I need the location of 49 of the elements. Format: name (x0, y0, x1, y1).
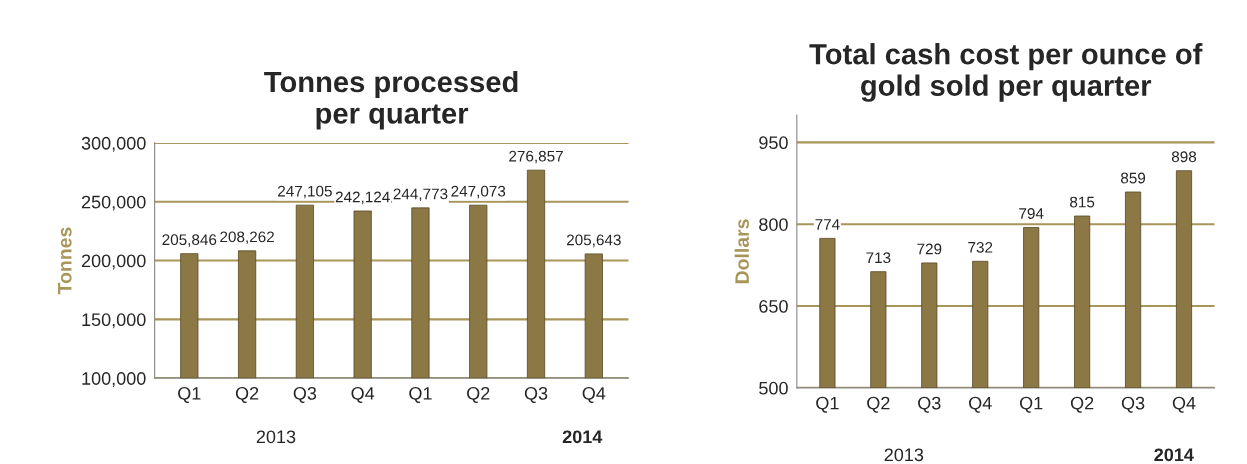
x-tick-label: Q3 (524, 386, 548, 403)
x-tick-label: Q1 (178, 386, 201, 403)
x-tick-label: Q4 (582, 386, 606, 403)
data-label: 244,773 (393, 188, 448, 202)
y-tick-label: 500 (759, 381, 788, 395)
data-label: 713 (866, 252, 891, 264)
data-label: 205,846 (162, 234, 217, 247)
y-tick-label: 300,000 (81, 136, 146, 152)
y-tick-label: 950 (759, 136, 788, 150)
data-label: 205,643 (566, 234, 621, 248)
y-tick-label: 200,000 (81, 254, 146, 270)
x-tick-label: Q3 (293, 386, 317, 403)
x-tick-label: Q2 (1070, 396, 1094, 413)
data-label: 815 (1070, 196, 1095, 208)
y-tick-label: 100,000 (82, 372, 146, 388)
x-tick-label: Q1 (1019, 396, 1043, 413)
x-tick-label: Q3 (1121, 396, 1145, 413)
x-tick-label: Q4 (1172, 396, 1196, 413)
data-label: 859 (1120, 172, 1146, 184)
data-label: 208,262 (220, 231, 274, 245)
data-label: 898 (1171, 151, 1197, 163)
x-tick-label: Q2 (235, 386, 259, 403)
y-tick-label: 150,000 (82, 313, 146, 329)
x-tick-label: Q2 (867, 396, 890, 413)
x-tick-label: Q1 (409, 386, 432, 403)
x-tick-label: Q1 (816, 396, 839, 413)
x-tick-label: Q3 (918, 396, 941, 413)
text: 2013 (256, 430, 296, 444)
text: 2013 (884, 448, 924, 462)
data-label: 276,857 (509, 150, 563, 164)
y-tick-label: 650 (759, 299, 788, 313)
data-label: 247,073 (451, 185, 506, 199)
text: 2014 (1154, 448, 1194, 462)
y-axis-title: Dollars (734, 219, 749, 284)
chart-title: Tonnes processed per quarter (264, 70, 518, 130)
y-axis-title: Tonnes (58, 227, 72, 295)
x-tick-label: Q2 (467, 386, 490, 403)
data-label: 242,124 (335, 191, 390, 205)
data-label: 794 (1019, 208, 1044, 219)
data-label: 774 (815, 219, 840, 230)
y-tick-label: 800 (759, 218, 788, 231)
data-label: 247,105 (278, 185, 332, 199)
text: 2014 (562, 430, 603, 444)
data-label: 729 (917, 243, 942, 255)
x-tick-label: Q4 (969, 396, 992, 413)
chart-title: Total cash cost per ounce of gold sold per quarter (809, 43, 1203, 102)
data-label: 732 (968, 241, 993, 253)
x-tick-label: Q4 (351, 386, 375, 403)
y-tick-label: 250,000 (81, 195, 146, 211)
